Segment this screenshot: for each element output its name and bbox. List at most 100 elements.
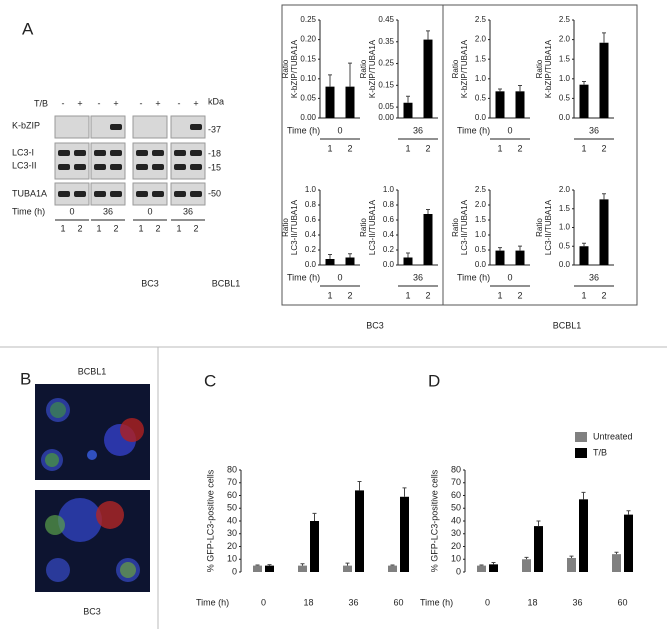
y-tick-label: 0.2 [383,245,395,254]
blot-band [190,124,202,130]
bar [400,496,409,572]
y-tick-label: 60 [451,490,461,500]
bar [489,564,498,572]
y-tick-label: 50 [227,503,237,513]
blot-image [54,115,90,139]
y-tick-label: 0.2 [305,245,317,254]
error-bar [406,95,410,103]
error-bar [491,561,496,565]
blot-label: T/B [34,98,48,108]
group-label: 36 [413,272,423,282]
y-tick-label: 0.05 [378,102,394,111]
blot-image [90,115,126,139]
group-label: BC3 [366,320,384,330]
bar [522,559,531,572]
blot-image [170,115,206,139]
y-axis-label: LC3-II/TUBA1A [544,199,553,255]
panel-label: B [20,369,31,388]
blot-label: 2 [155,223,160,233]
y-tick-label: 1.5 [559,54,571,63]
blot-label: 2 [113,223,118,233]
blot-band [74,164,86,170]
blot-label: LC3-II [12,160,37,170]
blot-label: -37 [208,124,221,134]
y-tick-label: 0.5 [475,94,487,103]
x-tick-label: 0 [261,597,266,607]
x-axis-label: Time (h) [457,125,490,135]
y-tick-label: 2.0 [475,35,487,44]
error-bar [581,491,586,500]
x-tick-label: 0 [485,597,490,607]
blot-image [132,115,168,139]
y-tick-label: 50 [451,503,461,513]
y-tick-label: 10 [227,554,237,564]
bar [423,39,433,118]
y-tick-label: 1.5 [475,215,487,224]
y-axis-label: Ratio [451,59,460,78]
blot-band [110,150,122,156]
y-axis-label: % GFP-LC3-positive cells [429,469,439,572]
y-tick-label: 80 [451,464,461,474]
legend-swatch [575,448,587,458]
bar [298,565,307,572]
blot-label: 2 [77,223,82,233]
error-bar [536,520,541,527]
panel-label: A [22,19,34,38]
blot-image [54,142,90,180]
y-tick-label: 0.4 [305,230,317,239]
error-bar [518,84,522,92]
blot-band [110,124,122,130]
y-tick-label: 1.0 [559,223,571,232]
error-bar [614,551,619,555]
blot-band [58,150,70,156]
x-tick-label: 1 [327,290,332,300]
blot-band [94,150,106,156]
legend-label: T/B [593,447,607,457]
y-tick-label: 0.8 [305,200,317,209]
group-label: 0 [507,125,512,135]
blot-band [136,150,148,156]
y-tick-label: 0.5 [559,94,571,103]
x-tick-label: 1 [497,290,502,300]
y-tick-label: 0.0 [475,113,487,122]
bar [579,499,588,572]
blot-label: + [155,98,160,108]
image-title: BCBL1 [78,366,107,376]
x-tick-label: 2 [517,143,522,153]
blot-label: - [178,98,181,108]
y-axis-label: LC3-II/TUBA1A [290,199,299,255]
blot-image [170,142,206,180]
bar [579,246,589,265]
bar [325,86,335,118]
y-tick-label: 1.5 [475,54,487,63]
y-tick-label: 0 [232,566,237,576]
bar [423,214,433,265]
x-tick-label: 2 [425,143,430,153]
blot-label: 1 [60,223,65,233]
error-bar [328,254,332,259]
x-axis-label: Time (h) [420,597,453,607]
bar [534,526,543,572]
y-tick-label: 2.0 [559,185,571,194]
x-tick-label: 1 [405,143,410,153]
bar [612,554,621,572]
blot-image [132,182,168,206]
bar [495,250,505,265]
blot-band [174,164,186,170]
y-axis-label: % GFP-LC3-positive cells [205,469,215,572]
blot-image [90,182,126,206]
error-bar [426,209,430,214]
y-tick-label: 2.0 [559,35,571,44]
blot-image [170,182,206,206]
y-axis-label: Ratio [535,218,544,237]
blot-label: Time (h) [12,206,45,216]
x-tick-label: 2 [517,290,522,300]
error-bar [626,510,631,515]
x-tick-label: 18 [527,597,537,607]
error-bar [345,562,350,566]
y-tick-label: 0.20 [300,35,316,44]
bar [343,565,352,572]
bar [265,565,274,572]
error-bar [300,563,305,566]
